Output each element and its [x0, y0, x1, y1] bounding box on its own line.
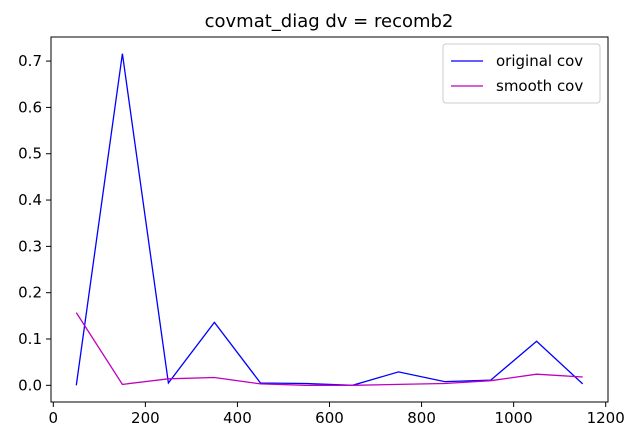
series-line-original-cov [75, 53, 584, 386]
y-tick-label: 0.0 [18, 376, 42, 394]
y-tick-label: 0.3 [18, 237, 42, 255]
y-tick-label: 0.5 [18, 145, 42, 163]
legend-label-smooth-cov: smooth cov [496, 77, 583, 95]
x-tick-label: 800 [407, 409, 436, 427]
legend: original cov smooth cov [442, 43, 601, 104]
x-axis: 0 200 400 600 800 1000 1200 [49, 402, 625, 427]
y-tick-label: 0.1 [18, 330, 42, 348]
y-tick-label: 0.2 [18, 284, 42, 302]
legend-label-original-cov: original cov [496, 52, 583, 70]
x-tick-label: 1200 [587, 409, 625, 427]
x-tick-label: 400 [223, 409, 252, 427]
y-tick-label: 0.6 [18, 98, 42, 116]
x-tick-label: 1000 [495, 409, 533, 427]
x-tick-label: 600 [315, 409, 344, 427]
y-tick-label: 0.4 [18, 191, 42, 209]
plot-area [75, 53, 584, 386]
series-line-smooth-cov [75, 312, 583, 386]
y-tick-label: 0.7 [18, 52, 42, 70]
legend-box [442, 43, 601, 104]
y-axis: 0.0 0.1 0.2 0.3 0.4 0.5 0.6 0.7 [18, 52, 51, 394]
x-tick-label: 0 [49, 409, 59, 427]
x-tick-label: 200 [131, 409, 160, 427]
chart-title: covmat_diag dv = recomb2 [205, 11, 454, 32]
